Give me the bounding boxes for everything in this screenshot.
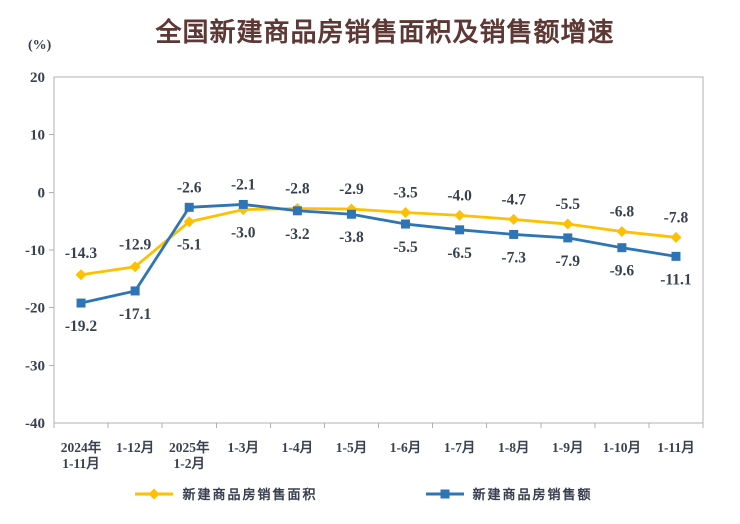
- data-point-label: -12.9: [119, 237, 152, 254]
- data-point-label: -2.6: [177, 179, 202, 196]
- x-axis-label: 2025年: [169, 439, 210, 455]
- data-point-marker: [455, 225, 465, 235]
- x-axis-label: 1-5月: [336, 440, 368, 455]
- chart-title: 全国新建商品房销售面积及销售额增速: [155, 17, 615, 47]
- data-point-label: -6.5: [447, 245, 472, 262]
- x-axis-label: 1-12月: [116, 440, 154, 455]
- y-axis-tick-label: 10: [30, 128, 45, 144]
- data-point-label: -19.2: [65, 318, 98, 335]
- x-axis-label: 2024年: [61, 439, 102, 455]
- legend-label-sales-area: 新建商品房销售面积: [182, 487, 318, 502]
- data-point-label: -2.1: [231, 176, 256, 193]
- y-axis-tick-label: 20: [30, 70, 45, 86]
- plot-border: [53, 76, 704, 424]
- data-point-label: -3.0: [231, 225, 256, 242]
- data-point-label: -4.7: [501, 191, 526, 208]
- legend: 新建商品房销售面积 新建商品房销售额: [0, 484, 734, 503]
- x-axis-label: 1-6月: [390, 440, 422, 455]
- data-point-marker: [75, 269, 87, 281]
- data-point-marker: [671, 251, 681, 261]
- x-axis-label: 1-9月: [552, 440, 584, 455]
- x-axis-label: 1-4月: [282, 440, 314, 455]
- legend-item-sales-revenue: 新建商品房销售额: [425, 484, 593, 503]
- data-point-label: -9.6: [610, 263, 635, 280]
- data-point-marker: [617, 243, 627, 253]
- sales-area-line: [79, 207, 678, 277]
- data-point-label: -7.9: [556, 253, 581, 270]
- sales-revenue-line: [79, 203, 678, 305]
- data-point-label: -17.1: [119, 306, 151, 323]
- data-point-marker: [562, 218, 574, 230]
- x-axis-label: 1-8月: [498, 440, 530, 455]
- y-axis-tick-label: -10: [25, 243, 45, 259]
- data-point-label: -4.0: [447, 187, 472, 204]
- data-point-marker: [76, 298, 86, 308]
- data-point-label: -11.1: [660, 271, 691, 288]
- data-point-marker: [508, 213, 520, 225]
- data-point-marker: [346, 209, 356, 219]
- data-point-marker: [129, 261, 141, 273]
- data-point-marker: [400, 207, 412, 219]
- data-point-label: -5.5: [556, 196, 581, 213]
- data-point-marker: [616, 226, 628, 238]
- legend-item-sales-area: 新建商品房销售面积: [135, 484, 317, 503]
- legend-label-sales-revenue: 新建商品房销售额: [472, 487, 593, 502]
- data-point-label: -5.5: [393, 239, 418, 256]
- data-point-marker: [184, 202, 194, 212]
- data-point-label: -7.3: [501, 249, 526, 266]
- y-axis-tick-label: -20: [25, 301, 45, 317]
- data-point-label: -5.1: [177, 237, 202, 254]
- data-point-marker: [183, 216, 195, 228]
- x-axis-label: 1-3月: [228, 440, 260, 455]
- x-axis-label: 1-10月: [603, 440, 641, 455]
- data-point-marker: [292, 206, 302, 216]
- x-axis-label: 1-11月: [657, 440, 695, 455]
- data-point-marker: [563, 233, 573, 243]
- sales-revenue-legend-marker-icon: [425, 489, 464, 498]
- data-point-label: -3.8: [339, 229, 364, 246]
- sales-area-legend-marker-icon: [135, 488, 174, 499]
- x-axis-label: 1-7月: [444, 440, 476, 455]
- data-point-label: -7.8: [664, 209, 689, 226]
- y-axis-tick-label: -40: [25, 416, 45, 432]
- data-point-marker: [401, 219, 411, 229]
- data-point-marker: [454, 209, 466, 221]
- data-point-marker: [509, 229, 519, 239]
- data-point-marker: [238, 199, 248, 209]
- y-axis-unit-label: (%): [28, 38, 52, 53]
- data-point-marker: [130, 286, 140, 296]
- x-axis-label: 1-11月: [62, 456, 100, 471]
- data-point-label: -2.9: [339, 181, 364, 198]
- data-point-label: -3.5: [393, 185, 418, 202]
- data-point-marker: [670, 231, 682, 243]
- x-axis-label: 1-2月: [173, 456, 205, 471]
- data-point-label: -2.8: [285, 180, 310, 197]
- data-point-label: -6.8: [610, 204, 635, 221]
- data-point-label: -14.3: [65, 245, 98, 262]
- data-point-label: -3.2: [285, 226, 310, 243]
- y-axis-tick-label: -30: [25, 358, 45, 374]
- y-axis-tick-label: 0: [38, 185, 46, 201]
